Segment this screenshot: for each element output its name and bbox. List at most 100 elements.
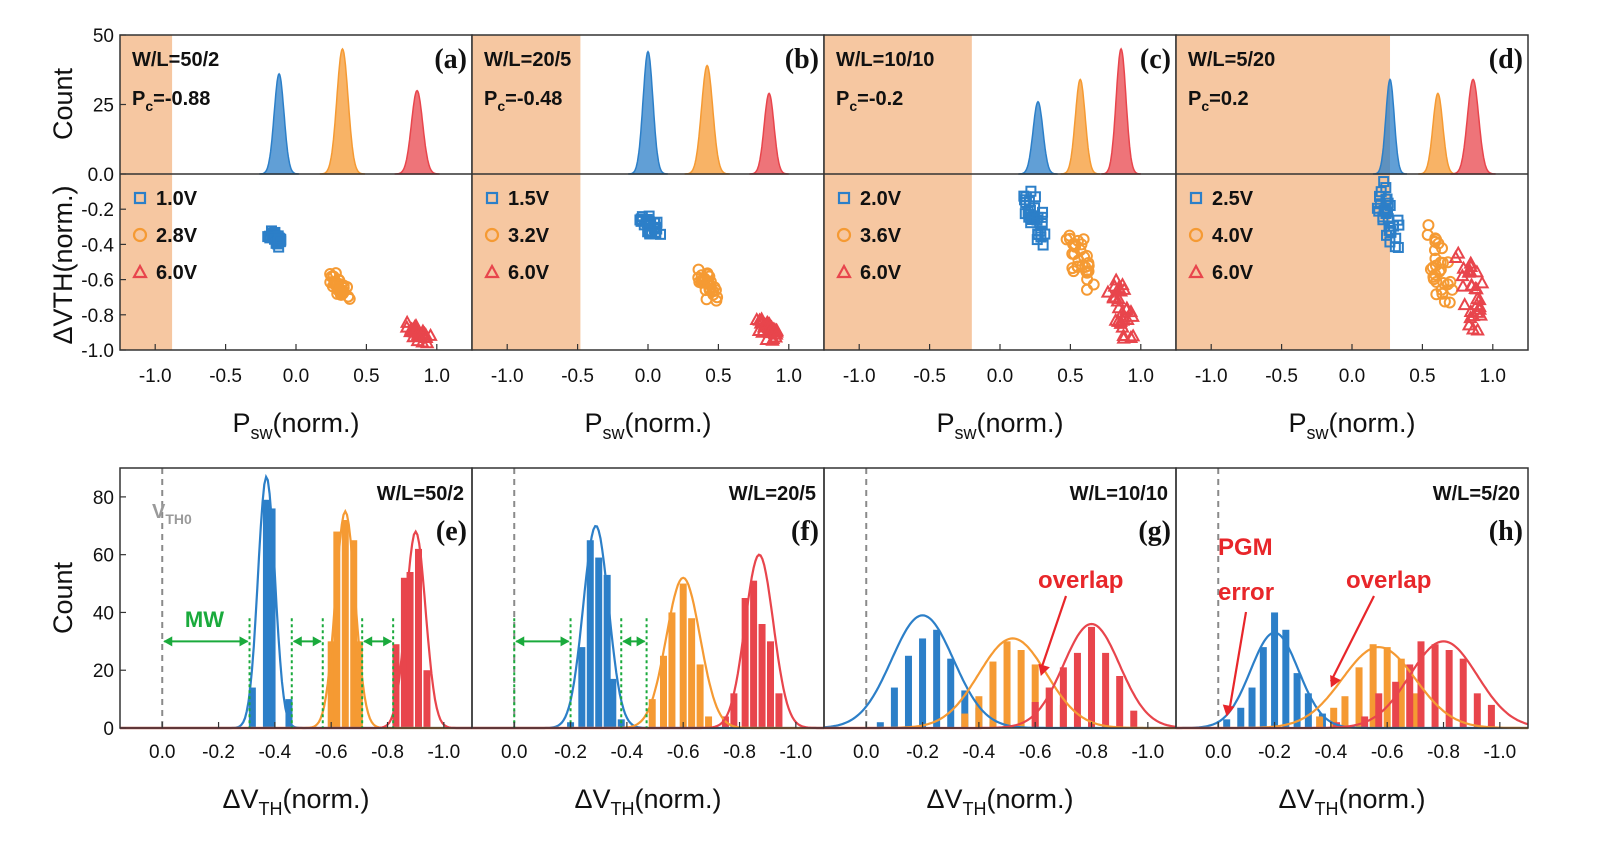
count-peak bbox=[1060, 78, 1101, 175]
x-tick-label: 0.0 bbox=[149, 742, 175, 763]
scatter-point bbox=[1037, 239, 1049, 251]
legend-label: 1.5V bbox=[508, 188, 550, 210]
x-tick-label: -0.2 bbox=[202, 742, 235, 763]
scatter-point bbox=[1469, 264, 1485, 278]
y-tick-label: 0.0 bbox=[88, 165, 114, 186]
scatter-point bbox=[1389, 241, 1401, 253]
panel-label: (a) bbox=[434, 44, 467, 75]
scatter-point bbox=[1125, 308, 1140, 322]
legend-label: 6.0V bbox=[508, 262, 550, 284]
scatter-point bbox=[1117, 281, 1132, 295]
vth0-label: VTH0 bbox=[152, 501, 192, 527]
panel-a: -1.0 -0.5 0.0 0.5 1.0 Psw(norm.) W/L=50/2 Pc=-0… bbox=[48, 26, 473, 443]
legend-marker bbox=[1188, 263, 1204, 279]
x-tick-label: -1.0 bbox=[1131, 742, 1164, 763]
scatter-point bbox=[1079, 260, 1092, 273]
plot-frame bbox=[1175, 467, 1529, 729]
y-tick-label: 20 bbox=[93, 661, 114, 682]
bar bbox=[890, 687, 898, 728]
scatter-point bbox=[1116, 330, 1131, 344]
bar bbox=[1431, 644, 1439, 728]
count-peak bbox=[628, 50, 668, 175]
wl-label: W/L=10/10 bbox=[836, 49, 934, 71]
count-peak bbox=[1018, 100, 1058, 175]
bar bbox=[766, 641, 774, 728]
fit-curve bbox=[824, 622, 1177, 730]
y-tick-label: 40 bbox=[93, 603, 114, 624]
wl-label: W/L=10/10 bbox=[1070, 483, 1168, 505]
scatter-point bbox=[1373, 190, 1385, 202]
legend-marker bbox=[133, 191, 147, 205]
wl-label: W/L=50/2 bbox=[377, 483, 464, 505]
legend-label: 6.0V bbox=[860, 262, 902, 284]
x-tick-label: -1.0 bbox=[843, 366, 876, 387]
bar bbox=[1293, 673, 1301, 728]
pc-label: Pc=-0.48 bbox=[484, 88, 562, 114]
bar bbox=[355, 641, 363, 728]
x-tick-label: 0.0 bbox=[987, 366, 1013, 387]
x-axis-label: Psw(norm.) bbox=[584, 408, 711, 443]
scatter-point bbox=[655, 228, 667, 240]
y-axis-label-dvth: ΔVTH(norm.) bbox=[48, 185, 78, 344]
scatter-point bbox=[1463, 310, 1478, 324]
overlap-label: overlap bbox=[1346, 567, 1431, 594]
bar bbox=[617, 719, 625, 728]
scatter-point bbox=[710, 294, 723, 307]
bar bbox=[1017, 650, 1025, 728]
bar bbox=[1392, 681, 1400, 728]
bar bbox=[1116, 676, 1124, 728]
overlap-arrow bbox=[1039, 595, 1068, 671]
bar bbox=[989, 661, 997, 728]
x-tick-label: -0.2 bbox=[906, 742, 939, 763]
bar bbox=[1316, 716, 1324, 728]
fit-curve bbox=[824, 637, 1176, 730]
scatter-point bbox=[1393, 219, 1405, 231]
scatter-point bbox=[1106, 289, 1121, 303]
panel-label: (g) bbox=[1138, 516, 1171, 547]
scatter-point bbox=[1438, 295, 1451, 308]
y-tick-label: -0.2 bbox=[81, 200, 114, 221]
mw-arrowhead bbox=[622, 636, 632, 647]
panel-d: -1.0 -0.5 0.0 0.5 1.0 Psw(norm.) W/L=5/20 Pc=0.… bbox=[1175, 34, 1529, 443]
scatter-point bbox=[1429, 232, 1442, 245]
shaded-region bbox=[1176, 35, 1391, 350]
y-tick-label: -0.4 bbox=[81, 235, 114, 256]
bar bbox=[904, 655, 912, 728]
x-axis-label: Psw(norm.) bbox=[232, 408, 359, 443]
x-tick-label: 1.0 bbox=[1128, 366, 1154, 387]
scatter-point bbox=[343, 292, 356, 305]
bar bbox=[1459, 658, 1467, 728]
bar bbox=[333, 531, 341, 728]
scatter-point bbox=[332, 284, 345, 297]
bar bbox=[1003, 641, 1011, 728]
wl-label: W/L=5/20 bbox=[1433, 483, 1520, 505]
bar bbox=[1355, 667, 1363, 728]
legend-marker bbox=[132, 263, 148, 279]
bar bbox=[1031, 664, 1039, 728]
count-peak bbox=[684, 64, 730, 175]
mw-arrowhead bbox=[636, 636, 646, 647]
x-tick-label: -1.0 bbox=[1195, 366, 1228, 387]
x-tick-label: -0.6 bbox=[1371, 742, 1404, 763]
y-tick-label: -0.6 bbox=[81, 271, 114, 292]
legend-label: 2.5V bbox=[1212, 188, 1254, 210]
overlap-arrow bbox=[1329, 595, 1375, 683]
scatter-point bbox=[1080, 283, 1093, 296]
bar bbox=[595, 557, 603, 728]
mw-arrowhead bbox=[383, 636, 393, 647]
legend-marker bbox=[484, 227, 500, 243]
scatter-point bbox=[762, 319, 777, 333]
x-tick-label: 0.5 bbox=[353, 366, 379, 387]
bar bbox=[1271, 612, 1279, 728]
bar bbox=[705, 716, 713, 728]
scatter-point bbox=[762, 325, 778, 339]
bar bbox=[1045, 687, 1053, 728]
legend-marker bbox=[484, 263, 500, 279]
scatter-point bbox=[1469, 297, 1485, 311]
mw-arrowhead bbox=[163, 636, 173, 647]
bar bbox=[947, 658, 955, 728]
pc-label: Pc=0.2 bbox=[1188, 88, 1249, 114]
bar bbox=[423, 670, 431, 728]
bar bbox=[1304, 693, 1312, 728]
